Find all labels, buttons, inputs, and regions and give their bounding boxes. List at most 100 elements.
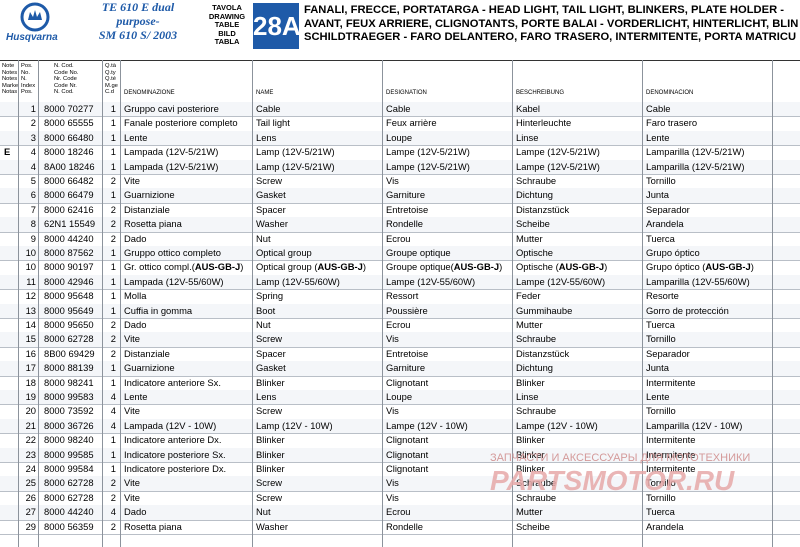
qty-cell: 1	[110, 275, 116, 287]
spanish-cell: Grupo óptico	[646, 247, 700, 258]
brand-logo: Husqvarna	[6, 2, 68, 46]
col-english-header: NAME	[256, 90, 274, 96]
italian-cell: Dado	[124, 506, 147, 518]
table-label-line: BILD	[218, 28, 236, 38]
column-divider	[382, 60, 383, 547]
german-cell: Scheibe	[516, 520, 550, 532]
german-cell: Lampe (12V-5/21W)	[516, 160, 600, 172]
pos-cell: 17	[25, 362, 36, 374]
column-divider	[102, 60, 103, 547]
spanish-cell: Tornillo	[646, 491, 676, 503]
english-cell: Lamp (12V-55/60W)	[256, 275, 340, 287]
german-cell: Lampe (12V - 10W)	[516, 419, 598, 431]
french-cell: Feux arrière	[386, 117, 437, 129]
french-cell: Clignotant	[386, 434, 429, 446]
pos-cell: 11	[26, 275, 36, 287]
spanish-cell: Junta	[646, 362, 669, 374]
english-cell: Screw	[256, 477, 283, 489]
qty-cell: 1	[110, 434, 116, 446]
english-cell: Screw	[256, 405, 283, 417]
spanish-cell: Lamparilla (12V-5/21W)	[646, 160, 745, 172]
spanish-cell: Tornillo	[646, 477, 676, 489]
french-cell: Loupe	[386, 131, 413, 143]
italian-cell: Distanziale	[124, 347, 170, 359]
code-cell: 8000 99584	[44, 463, 94, 474]
italian-cell: Guarnizione	[124, 189, 175, 201]
code-cell: 8000 65555	[44, 117, 94, 129]
qty-cell: 1	[110, 362, 116, 374]
french-cell: Ecrou	[386, 506, 411, 518]
spanish-cell: Tornillo	[646, 405, 676, 417]
pos-cell: 20	[25, 405, 36, 417]
english-cell: Tail light	[256, 117, 290, 129]
pos-cell: 14	[25, 319, 36, 330]
qty-cell: 2	[110, 520, 116, 532]
code-cell: 8000 98240	[44, 434, 94, 446]
title-line: FANALI, FRECCE, PORTATARGA - HEAD LIGHT,…	[304, 4, 785, 16]
english-cell: Blinker	[256, 463, 285, 474]
pos-cell: 5	[30, 175, 36, 186]
italian-cell: Lente	[124, 131, 148, 143]
pos-cell: 22	[25, 434, 36, 446]
french-cell: Poussière	[386, 304, 428, 316]
model-line: SM 610 S/ 2003	[98, 28, 178, 42]
qty-cell: 2	[110, 347, 116, 359]
qty-cell: 1	[110, 261, 116, 273]
code-cell: 8000 62728	[44, 477, 94, 489]
german-cell: Blinker	[516, 448, 545, 460]
italian-cell: Vite	[124, 175, 140, 186]
qty-cell: 1	[110, 247, 116, 258]
title-line: AVANT, FEUX ARRIERE, CLIGNOTANTS, PORTE …	[304, 17, 799, 30]
german-cell: Lampe (12V-55/60W)	[516, 275, 606, 287]
french-cell: Ecrou	[386, 232, 411, 244]
market-code: AUS-GB-J	[194, 261, 241, 273]
italian-cell: Molla	[124, 290, 147, 302]
column-divider	[772, 60, 773, 547]
italian-cell: Lampada (12V-5/21W)	[124, 146, 219, 158]
pos-cell: 1	[30, 103, 36, 114]
french-cell: Entretoise	[386, 203, 429, 215]
english-cell: Spring	[256, 290, 284, 302]
english-cell: Gasket	[256, 362, 286, 374]
column-divider	[642, 60, 643, 547]
brand-name: Husqvarna	[6, 32, 58, 43]
italian-cell: Rosetta piana	[124, 218, 182, 230]
table-row: 10 8000 87562 1 Gruppo ottico completo Optic…	[0, 246, 800, 262]
pos-cell: 8	[30, 218, 36, 230]
pos-cell: 15	[25, 333, 36, 345]
code-cell: 8000 44240	[44, 232, 94, 244]
pos-cell: 24	[25, 463, 36, 474]
english-cell: Lamp (12V-5/21W)	[256, 146, 335, 158]
qty-cell: 2	[110, 232, 116, 244]
spanish-cell: Junta	[646, 189, 669, 201]
spanish-cell: Intermitente	[646, 434, 696, 446]
spanish-cell: Cable	[646, 103, 671, 114]
german-cell: Kabel	[516, 103, 540, 114]
english-cell: Lamp (12V - 10W)	[256, 419, 333, 431]
german-cell: Linse	[516, 391, 539, 402]
english-cell: Lens	[256, 131, 277, 143]
english-cell: Blinker	[256, 434, 285, 446]
german-cell: Schraube	[516, 333, 557, 345]
table-label-line: TAVOLA	[212, 3, 242, 12]
qty-cell: 1	[110, 131, 116, 143]
pos-cell: 10	[25, 261, 36, 273]
col-code-header: N. Cod. Code No. Nr. Code Code Nr. N. Co…	[54, 63, 79, 96]
table-row: 8 62N1 15549 2 Rosetta piana Washer Rondelle S…	[0, 217, 800, 233]
qty-cell: 1	[110, 304, 116, 316]
pos-cell: 4	[30, 146, 36, 158]
french-cell: Cable	[386, 103, 411, 114]
pos-cell: 10	[25, 247, 36, 258]
german-cell: Gummihaube	[516, 304, 573, 316]
code-cell: 8000 36726	[44, 419, 94, 431]
column-divider	[512, 60, 513, 547]
italian-cell: Lampada (12V-55/60W)	[124, 275, 224, 287]
spanish-cell: Lente	[646, 131, 670, 143]
french-cell: Lampe (12V-5/21W)	[386, 160, 470, 172]
spanish-cell: Tuerca	[646, 319, 675, 330]
english-cell: Lamp (12V-5/21W)	[256, 160, 335, 172]
qty-cell: 4	[110, 506, 116, 518]
crown-icon	[20, 2, 50, 32]
pos-cell: 6	[30, 189, 36, 201]
qty-cell: 1	[110, 103, 116, 114]
